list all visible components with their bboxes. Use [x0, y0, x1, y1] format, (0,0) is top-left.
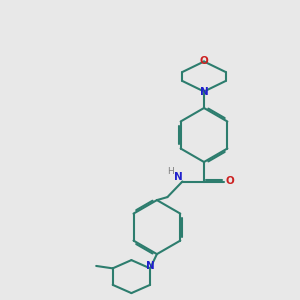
Text: H: H	[168, 167, 174, 176]
Text: N: N	[200, 87, 208, 97]
Text: O: O	[200, 56, 208, 66]
Text: N: N	[173, 172, 182, 182]
Text: O: O	[226, 176, 235, 187]
Text: N: N	[146, 261, 155, 271]
